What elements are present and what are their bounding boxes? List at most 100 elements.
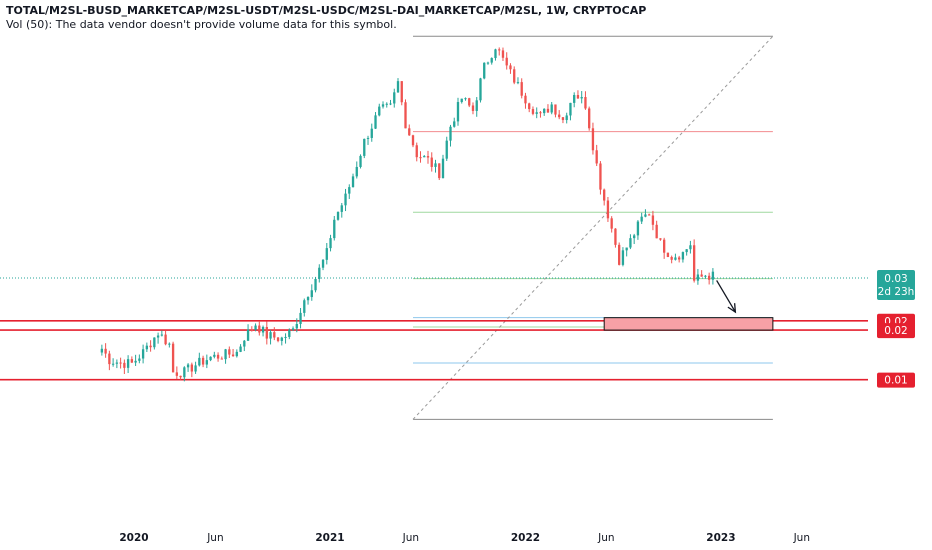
candle-body-78 xyxy=(393,92,396,104)
candle-body-3 xyxy=(111,363,115,365)
candle-body-31 xyxy=(216,354,220,359)
candle-body-142 xyxy=(633,235,636,239)
candle-body-7 xyxy=(126,359,130,368)
candle-body-135 xyxy=(606,200,610,219)
candle-body-6 xyxy=(123,362,126,368)
candle-body-137 xyxy=(614,228,617,245)
candle-body-155 xyxy=(681,252,685,260)
forecast-arrow-head xyxy=(727,303,737,314)
candle-body-24 xyxy=(190,364,193,372)
bar-countdown: 2d 23h xyxy=(878,286,915,298)
candle-body-62 xyxy=(333,219,336,239)
candle-body-58 xyxy=(318,267,321,279)
candle-body-9 xyxy=(134,360,137,363)
candle-body-94 xyxy=(453,121,456,127)
candle-body-151 xyxy=(666,252,670,257)
time-axis-label-7: Jun xyxy=(793,532,810,544)
candle-body-123 xyxy=(561,117,565,121)
candle-body-116 xyxy=(535,112,538,114)
candle-body-30 xyxy=(213,354,216,357)
candle-body-84 xyxy=(415,145,418,158)
candle-body-72 xyxy=(370,128,373,138)
forecast-arrow-shaft xyxy=(716,280,736,313)
candle-body-53 xyxy=(299,312,302,325)
candle-body-107 xyxy=(501,50,505,58)
candle-body-15 xyxy=(156,335,160,338)
candle-body-41 xyxy=(254,325,257,330)
candle-body-68 xyxy=(355,166,358,177)
candle-body-138 xyxy=(618,244,621,265)
candle-body-76 xyxy=(385,103,388,105)
time-axis-label-4: 2022 xyxy=(511,532,540,544)
candle-body-125 xyxy=(569,102,572,116)
candle-body-114 xyxy=(528,103,531,110)
candle-body-87 xyxy=(426,156,430,158)
candle-body-67 xyxy=(351,176,355,188)
candle-body-105 xyxy=(494,49,497,59)
candle-body-57 xyxy=(314,278,317,291)
candle-body-96 xyxy=(460,98,463,103)
candle-body-140 xyxy=(625,247,628,251)
candle-body-39 xyxy=(246,329,250,341)
candle-body-5 xyxy=(119,362,122,364)
candle-body-127 xyxy=(576,95,580,99)
candle-body-73 xyxy=(374,115,377,129)
candle-body-90 xyxy=(438,163,441,179)
current-price-badge xyxy=(877,270,915,300)
candle-body-69 xyxy=(359,155,362,167)
candle-body-11 xyxy=(141,349,145,359)
candle-body-108 xyxy=(505,57,508,66)
candle-body-17 xyxy=(164,334,167,345)
candle-body-35 xyxy=(231,354,235,357)
candle-body-65 xyxy=(344,193,347,206)
candle-body-120 xyxy=(550,104,553,113)
candle-body-109 xyxy=(509,65,512,70)
candle-body-1 xyxy=(104,348,107,354)
time-axis-label-3: Jun xyxy=(402,532,419,544)
candle-body-152 xyxy=(670,256,673,260)
candle-body-75 xyxy=(381,104,385,107)
candle-body-93 xyxy=(449,126,452,141)
candle-body-106 xyxy=(498,49,501,51)
level-price-badge-1 xyxy=(877,323,915,339)
candle-body-103 xyxy=(486,62,490,64)
candle-body-149 xyxy=(659,238,662,240)
candle-body-56 xyxy=(310,290,313,298)
level-price-badge-2 xyxy=(877,372,915,388)
candle-body-44 xyxy=(265,326,268,339)
candle-body-111 xyxy=(516,82,520,84)
candle-body-10 xyxy=(138,358,141,361)
fib-trend-line xyxy=(412,35,774,420)
candle-body-19 xyxy=(171,343,175,373)
candle-body-117 xyxy=(539,112,542,114)
current-price-value: 0.03 xyxy=(884,273,907,285)
candle-body-70 xyxy=(363,138,366,156)
candle-body-143 xyxy=(636,221,640,236)
candle-body-20 xyxy=(175,372,179,376)
candle-body-97 xyxy=(464,98,467,100)
candle-body-26 xyxy=(198,357,201,366)
candle-body-43 xyxy=(261,326,265,333)
candle-body-153 xyxy=(674,257,677,260)
candle-body-48 xyxy=(280,337,283,341)
candle-body-37 xyxy=(239,346,242,352)
candle-body-146 xyxy=(648,214,651,216)
candle-body-104 xyxy=(490,58,493,63)
candle-body-23 xyxy=(186,364,190,368)
candle-body-50 xyxy=(288,330,291,337)
candle-body-85 xyxy=(419,157,422,159)
candle-body-121 xyxy=(554,104,557,115)
candle-body-79 xyxy=(396,81,400,93)
candle-body-102 xyxy=(483,62,486,79)
candle-body-89 xyxy=(434,163,437,167)
candle-body-36 xyxy=(235,351,238,357)
chart-header: TOTAL/M2SL-BUSD_MARKETCAP/M2SL-USDT/M2SL… xyxy=(6,4,646,32)
candle-body-47 xyxy=(276,337,280,341)
candle-body-99 xyxy=(471,105,475,111)
candle-body-163 xyxy=(711,271,715,280)
candle-body-134 xyxy=(603,189,606,201)
candle-body-59 xyxy=(321,259,325,268)
symbol-title: TOTAL/M2SL-BUSD_MARKETCAP/M2SL-USDT/M2SL… xyxy=(6,4,647,17)
time-axis-label-2: 2021 xyxy=(315,532,344,544)
